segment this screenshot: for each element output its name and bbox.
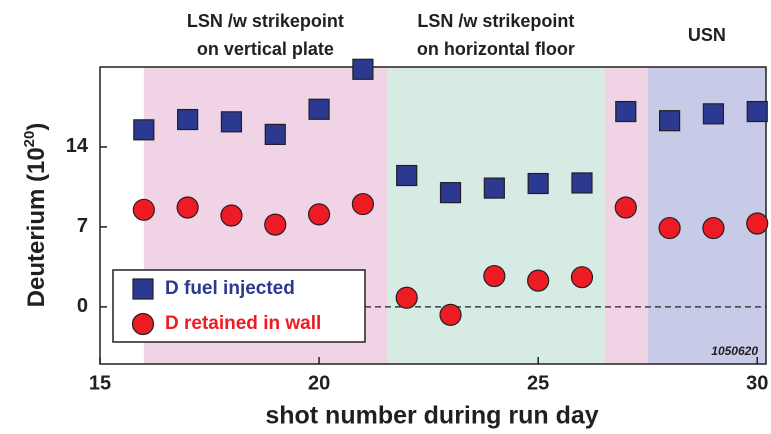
legend-marker [131,312,155,336]
legend-label: D fuel injected [165,278,295,299]
point [702,103,725,125]
point [264,123,286,145]
point [220,111,243,133]
point [133,119,155,141]
x-tick-label: 25 [527,372,549,394]
point [308,98,330,120]
legend-marker [132,278,154,300]
region-label: LSN /w strikepoint [187,11,344,31]
y-tick-label: 0 [77,295,88,317]
point [570,266,594,289]
point [615,100,637,123]
legend-label: D retained in wall [165,313,321,334]
point [614,196,637,219]
point [351,192,374,216]
point [658,216,681,240]
region-label: on horizontal floor [417,39,575,59]
point [264,213,287,236]
point [352,58,374,80]
annotation: 1050620 [711,344,758,358]
point [483,264,506,288]
point [132,198,155,221]
point [527,172,549,195]
point [307,203,331,226]
point [659,110,681,132]
point [220,204,243,227]
point [176,196,199,219]
point [527,269,550,292]
point [746,212,769,235]
point [395,286,418,309]
x-tick-label: 30 [746,372,768,394]
y-tick-label: 14 [66,135,89,157]
point [702,216,725,240]
region [386,67,605,364]
point [483,177,505,199]
region-label: on vertical plate [197,39,334,59]
point [746,100,768,123]
x-axis-label: shot number during run day [265,402,598,430]
point [571,172,593,194]
point [177,108,199,131]
plot-frame [99,66,767,365]
x-tick-label: 20 [308,372,330,394]
point [396,164,418,187]
legend [112,269,366,343]
region-label: USN [688,25,726,45]
point [439,303,462,326]
x-tick-label: 15 [89,372,111,394]
y-axis-label: Deuterium (1020) [21,123,50,308]
y-tick-label: 7 [77,215,88,237]
region-label: LSN /w strikepoint [417,11,574,31]
point [439,182,462,204]
